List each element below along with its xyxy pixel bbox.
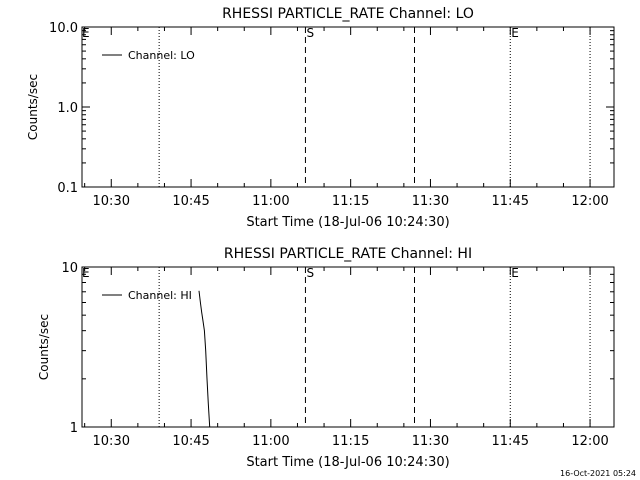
x-tick-label: 12:00 bbox=[571, 194, 608, 209]
event-marker-label: S bbox=[306, 266, 314, 280]
event-marker-label: E bbox=[511, 266, 519, 280]
data-series-line bbox=[198, 290, 211, 428]
chart-title: RHESSI PARTICLE_RATE Channel: LO bbox=[222, 6, 474, 22]
x-tick-label: 11:45 bbox=[492, 434, 529, 449]
x-tick-label: 10:45 bbox=[172, 434, 209, 449]
y-axis-label: Counts/sec bbox=[37, 314, 51, 380]
chart-title: RHESSI PARTICLE_RATE Channel: HI bbox=[224, 246, 472, 262]
x-axis-label: Start Time (18-Jul-06 10:24:30) bbox=[246, 215, 449, 230]
y-axis-label: Counts/sec bbox=[26, 74, 40, 140]
event-marker-label: S bbox=[306, 26, 314, 40]
corner-marker-label: E bbox=[82, 266, 90, 280]
x-axis-label: Start Time (18-Jul-06 10:24:30) bbox=[246, 455, 449, 470]
x-tick-label: 11:00 bbox=[252, 194, 289, 209]
footer-timestamp: 16-Oct-2021 05:24 bbox=[560, 469, 636, 478]
x-tick-label: 12:00 bbox=[571, 434, 608, 449]
corner-marker-label: E bbox=[82, 26, 90, 40]
x-tick-label: 10:45 bbox=[172, 194, 209, 209]
y-tick-label: 0.1 bbox=[57, 181, 78, 196]
x-tick-label: 11:30 bbox=[412, 434, 449, 449]
x-tick-label: 11:00 bbox=[252, 434, 289, 449]
event-marker-label: E bbox=[511, 26, 519, 40]
x-tick-label: 11:30 bbox=[412, 194, 449, 209]
x-tick-label: 10:30 bbox=[93, 194, 130, 209]
x-tick-label: 11:15 bbox=[332, 434, 369, 449]
y-tick-label: 1.0 bbox=[57, 101, 78, 116]
legend-entry: Channel: HI bbox=[128, 289, 192, 302]
legend-entry: Channel: LO bbox=[128, 49, 195, 62]
plot-frame bbox=[81, 266, 615, 428]
y-tick-label: 10 bbox=[61, 261, 78, 276]
x-tick-label: 11:45 bbox=[492, 194, 529, 209]
y-tick-label: 10.0 bbox=[49, 21, 78, 36]
x-tick-label: 10:30 bbox=[93, 434, 130, 449]
y-tick-label: 1 bbox=[70, 421, 78, 436]
x-tick-label: 11:15 bbox=[332, 194, 369, 209]
